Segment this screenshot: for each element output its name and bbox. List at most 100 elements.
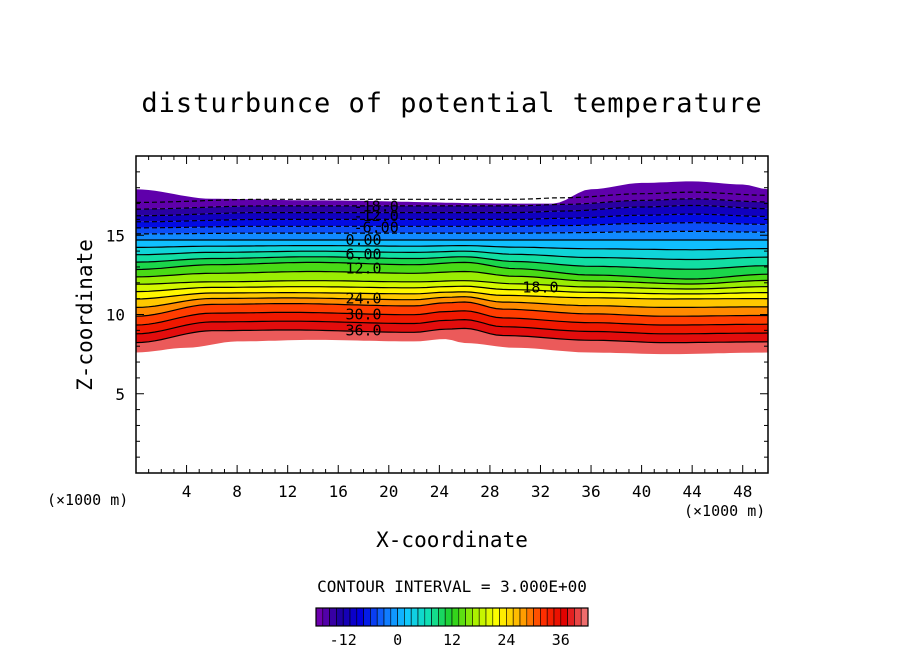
colorbar-swatch [329,607,337,627]
contour-band [136,328,768,355]
contour-band [136,262,768,284]
contour-line [136,191,768,203]
colorbar-swatch [574,607,582,627]
colorbar-tick-labels: -12 0 12 24 36 [330,631,570,649]
x-tick-label: 28 [480,482,499,501]
contour-fill [136,181,768,355]
y-tick-label: 5 [115,385,125,404]
colorbar-swatch [540,607,548,627]
contour-label: -18.0 [354,198,399,216]
colorbar-swatch [417,607,426,627]
colorbar-swatch [519,607,528,627]
contour-band [136,240,768,250]
contour-line [136,250,768,261]
colorbar-frame [315,607,589,627]
x-tick-label: 12 [278,482,297,501]
colorbar-swatch [485,607,494,627]
colorbar-swatch [363,607,371,627]
colorbar-swatch [404,607,412,627]
contour-line [136,261,768,280]
x-tick-label: 4 [182,482,192,501]
colorbar-swatch [478,607,487,627]
colorbar-swatch [499,607,507,627]
colorbar-swatch [322,607,330,627]
colorbar-swatch [512,607,521,627]
x-axis-label: X-coordinate [376,528,528,552]
colorbar-swatch [370,607,378,627]
colorbar-swatch [342,607,351,627]
chart-title: disturbunce of potential temperature [141,88,762,119]
contour-interval-text: CONTOUR INTERVAL = 3.000E+00 [317,577,587,596]
contour-lines [136,191,768,344]
x-tick-label: 8 [232,482,242,501]
contour-line [136,198,768,210]
contour-label: -6.00 [354,218,399,236]
colorbar-swatch [424,607,432,627]
colorbar-swatch [533,607,541,627]
colorbar [315,607,589,627]
x-tick-label: 16 [329,482,348,501]
x-tick-label: 20 [379,482,398,501]
contour-band [136,302,768,325]
colorbar-tick-label: 24 [497,631,515,649]
contour-line [136,327,768,344]
colorbar-swatch [390,607,398,627]
contour-label: 0.00 [345,231,381,249]
contour-line [136,310,768,326]
colorbar-swatch [580,607,589,627]
contour-line [136,280,768,290]
colorbar-swatch [546,607,555,627]
colorbar-tick-label: 0 [393,631,402,649]
contour-band [136,181,768,210]
contour-label: 18.0 [522,279,558,297]
contour-band [136,296,768,317]
y-axis-label: Z-coordinate [73,239,97,391]
colorbar-swatch [451,607,460,627]
colorbar-swatch [438,607,446,627]
colorbar-swatch [526,607,534,627]
contour-band [136,231,768,240]
colorbar-swatch [349,607,358,627]
colorbar-swatch [553,607,562,627]
contour-line [136,285,768,295]
contour-band [136,280,768,294]
colorbar-swatch [472,607,480,627]
colorbar-tick-label: -12 [330,631,357,649]
x-unit-label: (×1000 m) [684,502,765,520]
contour-label: 6.00 [345,245,381,263]
contour-line [136,230,768,235]
contour-line [136,245,768,251]
contour-band [136,291,768,308]
colorbar-tick-label: 36 [552,631,570,649]
colorbar-swatch [356,607,364,627]
contour-label: 24.0 [345,290,381,308]
x-tick-labels: 4 8 12 16 20 24 28 32 36 40 44 48 [182,482,753,501]
colorbar-swatch [492,607,500,627]
contour-line [136,301,768,317]
colorbar-swatch [506,607,514,627]
colorbar-swatch [431,607,439,627]
contour-band [136,214,768,228]
colorbar-swatch [315,607,324,627]
contour-line [136,270,768,285]
x-tick-label: 36 [581,482,600,501]
contour-band [136,205,768,222]
x-tick-label: 48 [733,482,752,501]
contour-line [136,256,768,270]
colorbar-swatch [376,607,385,627]
contour-band [136,198,768,216]
contour-line [136,291,768,300]
colorbar-swatch [465,607,473,627]
y-tick-label: 15 [106,226,125,245]
y-unit-label: (×1000 m) [47,491,128,509]
axis-ticks [136,156,768,473]
x-tick-label: 32 [531,482,550,501]
colorbar-swatch [458,607,466,627]
y-tick-labels: 5 10 15 [106,226,125,404]
contour-label: 30.0 [345,306,381,324]
contour-band [136,222,768,234]
contour-line [136,296,768,308]
contour-band [136,310,768,334]
